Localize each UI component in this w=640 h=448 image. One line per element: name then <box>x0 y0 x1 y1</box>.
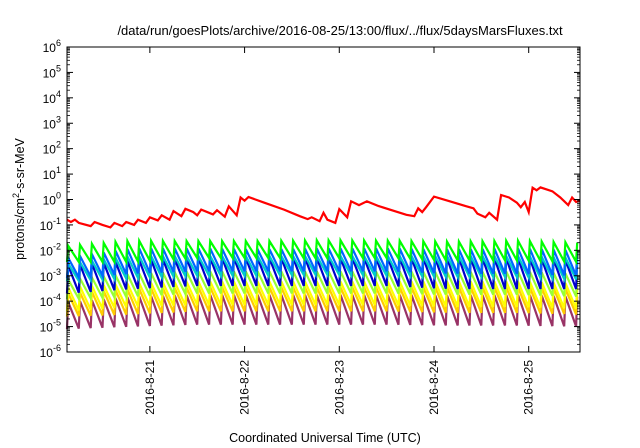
y-axis-label-suffix: -s-sr-MeV <box>13 137 27 193</box>
y-tick-label: 10-1 <box>40 216 61 233</box>
y-tick-label: 10-6 <box>40 343 61 360</box>
x-tick-label: 2016-8-22 <box>238 360 252 415</box>
ticks-layer: 10-6 10-5 10-4 10-3 10-2 10-1 100 101 102 103 104 1… <box>40 38 580 415</box>
x-tick-label: 2016-8-25 <box>522 360 536 415</box>
y-axis-label-prefix: protons/cm <box>13 198 27 260</box>
series-layer <box>65 185 581 330</box>
y-tick-label: 10-4 <box>40 292 61 309</box>
y-tick-label: 103 <box>43 114 61 131</box>
x-tick-label: 2016-8-21 <box>143 360 157 415</box>
y-axis-label: protons/cm2-s-sr-MeV <box>11 137 27 259</box>
y-tick-label: 10-5 <box>40 318 61 335</box>
y-tick-label: 10-3 <box>40 267 61 284</box>
chart-title: /data/run/goesPlots/archive/2016-08-25/1… <box>117 23 563 38</box>
plot-frame <box>66 46 581 353</box>
y-tick-label: 105 <box>43 63 61 80</box>
y-tick-label: 106 <box>43 38 61 55</box>
flux-series-line <box>66 185 581 229</box>
y-tick-label: 101 <box>43 165 61 182</box>
x-axis-label: Coordinated Universal Time (UTC) <box>229 431 421 445</box>
x-tick-label: 2016-8-23 <box>332 360 346 415</box>
flux-series-line <box>65 236 579 266</box>
y-axis-label-sup: 2 <box>11 193 21 198</box>
y-tick-label: 104 <box>43 89 61 106</box>
y-tick-label: 10-2 <box>40 241 61 258</box>
x-tick-label: 2016-8-24 <box>427 360 441 415</box>
y-tick-label: 100 <box>43 191 61 208</box>
y-tick-label: 102 <box>43 140 61 157</box>
